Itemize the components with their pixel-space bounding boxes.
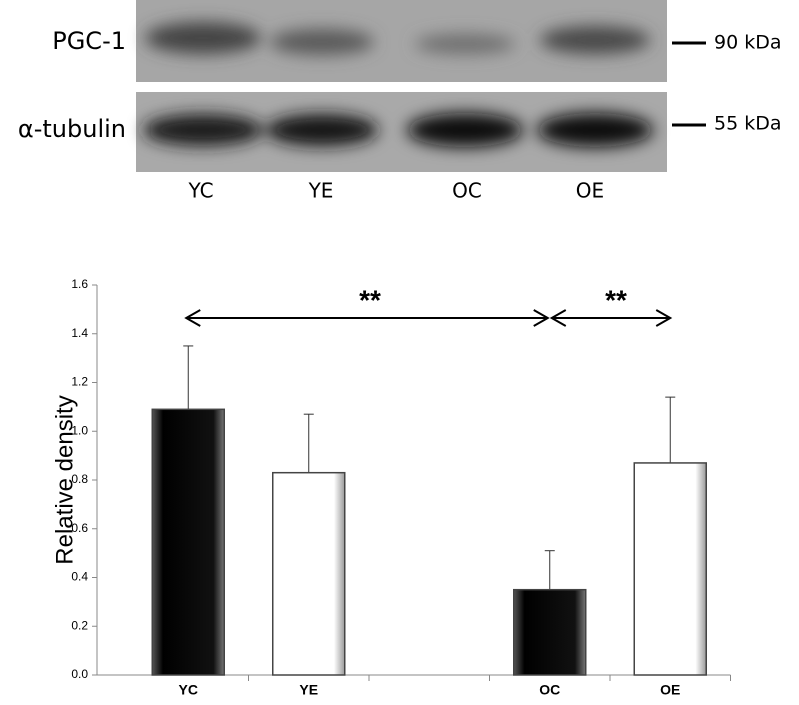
arrow-head: [549, 309, 567, 327]
y-tick-label: 1.2: [71, 375, 88, 389]
blot-bands: [143, 22, 653, 147]
y-tick-label: 0.0: [71, 667, 88, 681]
blot-row-label: α-tubulin: [18, 115, 126, 143]
bar: [151, 408, 225, 676]
bar: [272, 471, 346, 676]
arrow-head: [184, 309, 201, 327]
lane-label: OE: [576, 179, 604, 203]
arrow-head: [655, 309, 673, 327]
lane-label: YE: [308, 179, 334, 203]
blot-row-label: PGC-1: [52, 27, 126, 55]
x-tick-label: YE: [299, 682, 318, 698]
y-tick-label: 1.0: [71, 423, 88, 437]
x-tick-label: YC: [179, 682, 198, 698]
bar: [633, 462, 707, 676]
significance-label: **: [605, 284, 627, 315]
y-tick-label: 0.4: [71, 570, 88, 584]
lane-label: OC: [452, 179, 482, 203]
arrow-head: [533, 309, 550, 327]
y-tick-label: 0.8: [71, 472, 88, 486]
lane-label: YC: [187, 179, 213, 203]
y-tick-label: 1.6: [71, 277, 88, 291]
y-tick-label: 0.2: [71, 618, 88, 632]
y-tick-label: 1.4: [71, 326, 88, 340]
western-blot: PGC-1 α-tubulin 90 kDa 55 kDa YC YE OC O…: [18, 0, 782, 203]
significance-label: **: [359, 284, 381, 315]
bar: [513, 588, 587, 676]
marker-label: 90 kDa: [714, 32, 782, 54]
y-axis-label: Relative density: [51, 395, 78, 564]
marker-label: 55 kDa: [714, 113, 782, 135]
x-tick-label: OC: [539, 682, 560, 698]
y-tick-label: 0.6: [71, 521, 88, 535]
x-tick-label: OE: [660, 682, 680, 698]
